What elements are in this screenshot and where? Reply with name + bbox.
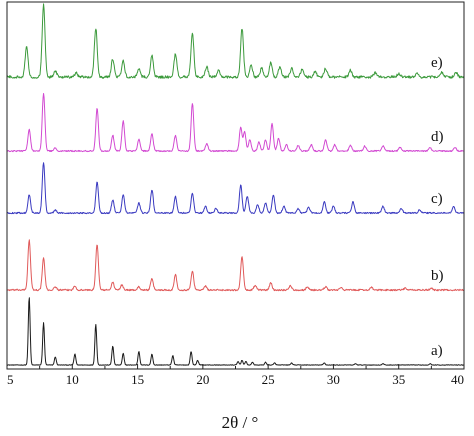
series-line-a [7, 297, 465, 366]
series-label-b: b) [431, 268, 444, 284]
series-label-c: c) [431, 191, 443, 207]
series-label-layer: a) b) c) d) e) [431, 55, 444, 359]
series-line-c [6, 162, 465, 215]
series-label-e: e) [431, 55, 443, 71]
x-tick-label: 10 [66, 372, 79, 387]
series-line-b [6, 239, 465, 292]
x-tick-label: 35 [392, 372, 405, 387]
x-tick-label: 15 [131, 372, 144, 387]
series-line-d [6, 92, 465, 153]
x-tick-label: 25 [262, 372, 275, 387]
series-label-a: a) [431, 343, 443, 359]
x-tick-label: 40 [451, 372, 464, 387]
series-layer [6, 3, 465, 366]
x-axis-title: 2θ / ° [222, 413, 259, 432]
series-line-e [6, 3, 465, 79]
x-tick-label: 20 [196, 372, 209, 387]
series-label-d: d) [431, 129, 444, 145]
x-tick-label: 5 [7, 372, 14, 387]
x-axis-ticks: 5 10 15 20 25 30 35 40 [6, 364, 465, 387]
plot-frame [6, 1, 465, 370]
x-tick-label: 30 [327, 372, 340, 387]
